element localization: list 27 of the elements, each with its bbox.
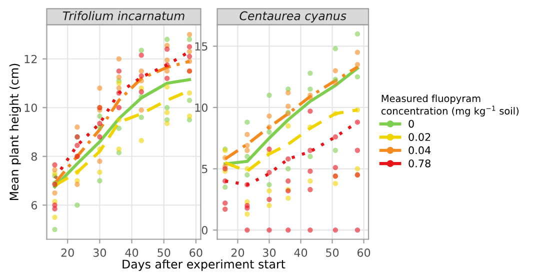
- x-tick-label: 50: [326, 248, 339, 257]
- x-tick-label: 50: [158, 248, 170, 257]
- y-tick-label: 6: [31, 201, 38, 210]
- legend-label: 0.02: [408, 133, 430, 141]
- y-tick-label: 10: [24, 104, 37, 112]
- chart-title: Trifolium incarnatum: [62, 11, 184, 20]
- legend-title: Measured fluopyram concentration (mg kg$^{−1}$ soil): [381, 94, 519, 116]
- x-tick-label: 40: [125, 248, 138, 257]
- y-tick-label: 10: [195, 103, 208, 112]
- x-tick-label: 20: [231, 248, 244, 257]
- x-tick-label: 60: [357, 248, 370, 257]
- y-tick-label: 0: [202, 226, 208, 234]
- x-tick-label: 30: [263, 248, 276, 257]
- legend-label: 0: [408, 120, 414, 128]
- x-axis-title: Days after experiment start: [122, 259, 286, 271]
- x-tick-label: 40: [294, 248, 308, 257]
- y-tick-label: 5: [202, 164, 208, 174]
- x-tick-label: 30: [93, 248, 106, 257]
- chart-title: Centaurea cyanus: [240, 11, 346, 23]
- y-tick-label: 12: [24, 54, 37, 64]
- legend-label: 0.04: [408, 146, 431, 154]
- y-tick-label: 8: [31, 152, 37, 161]
- y-tick-label: 15: [195, 42, 208, 51]
- y-axis-title: Mean plant height (cm): [9, 64, 21, 200]
- legend-label: 0.78: [408, 159, 430, 168]
- x-tick-label: 20: [61, 248, 74, 257]
- x-tick-label: 60: [190, 248, 202, 257]
